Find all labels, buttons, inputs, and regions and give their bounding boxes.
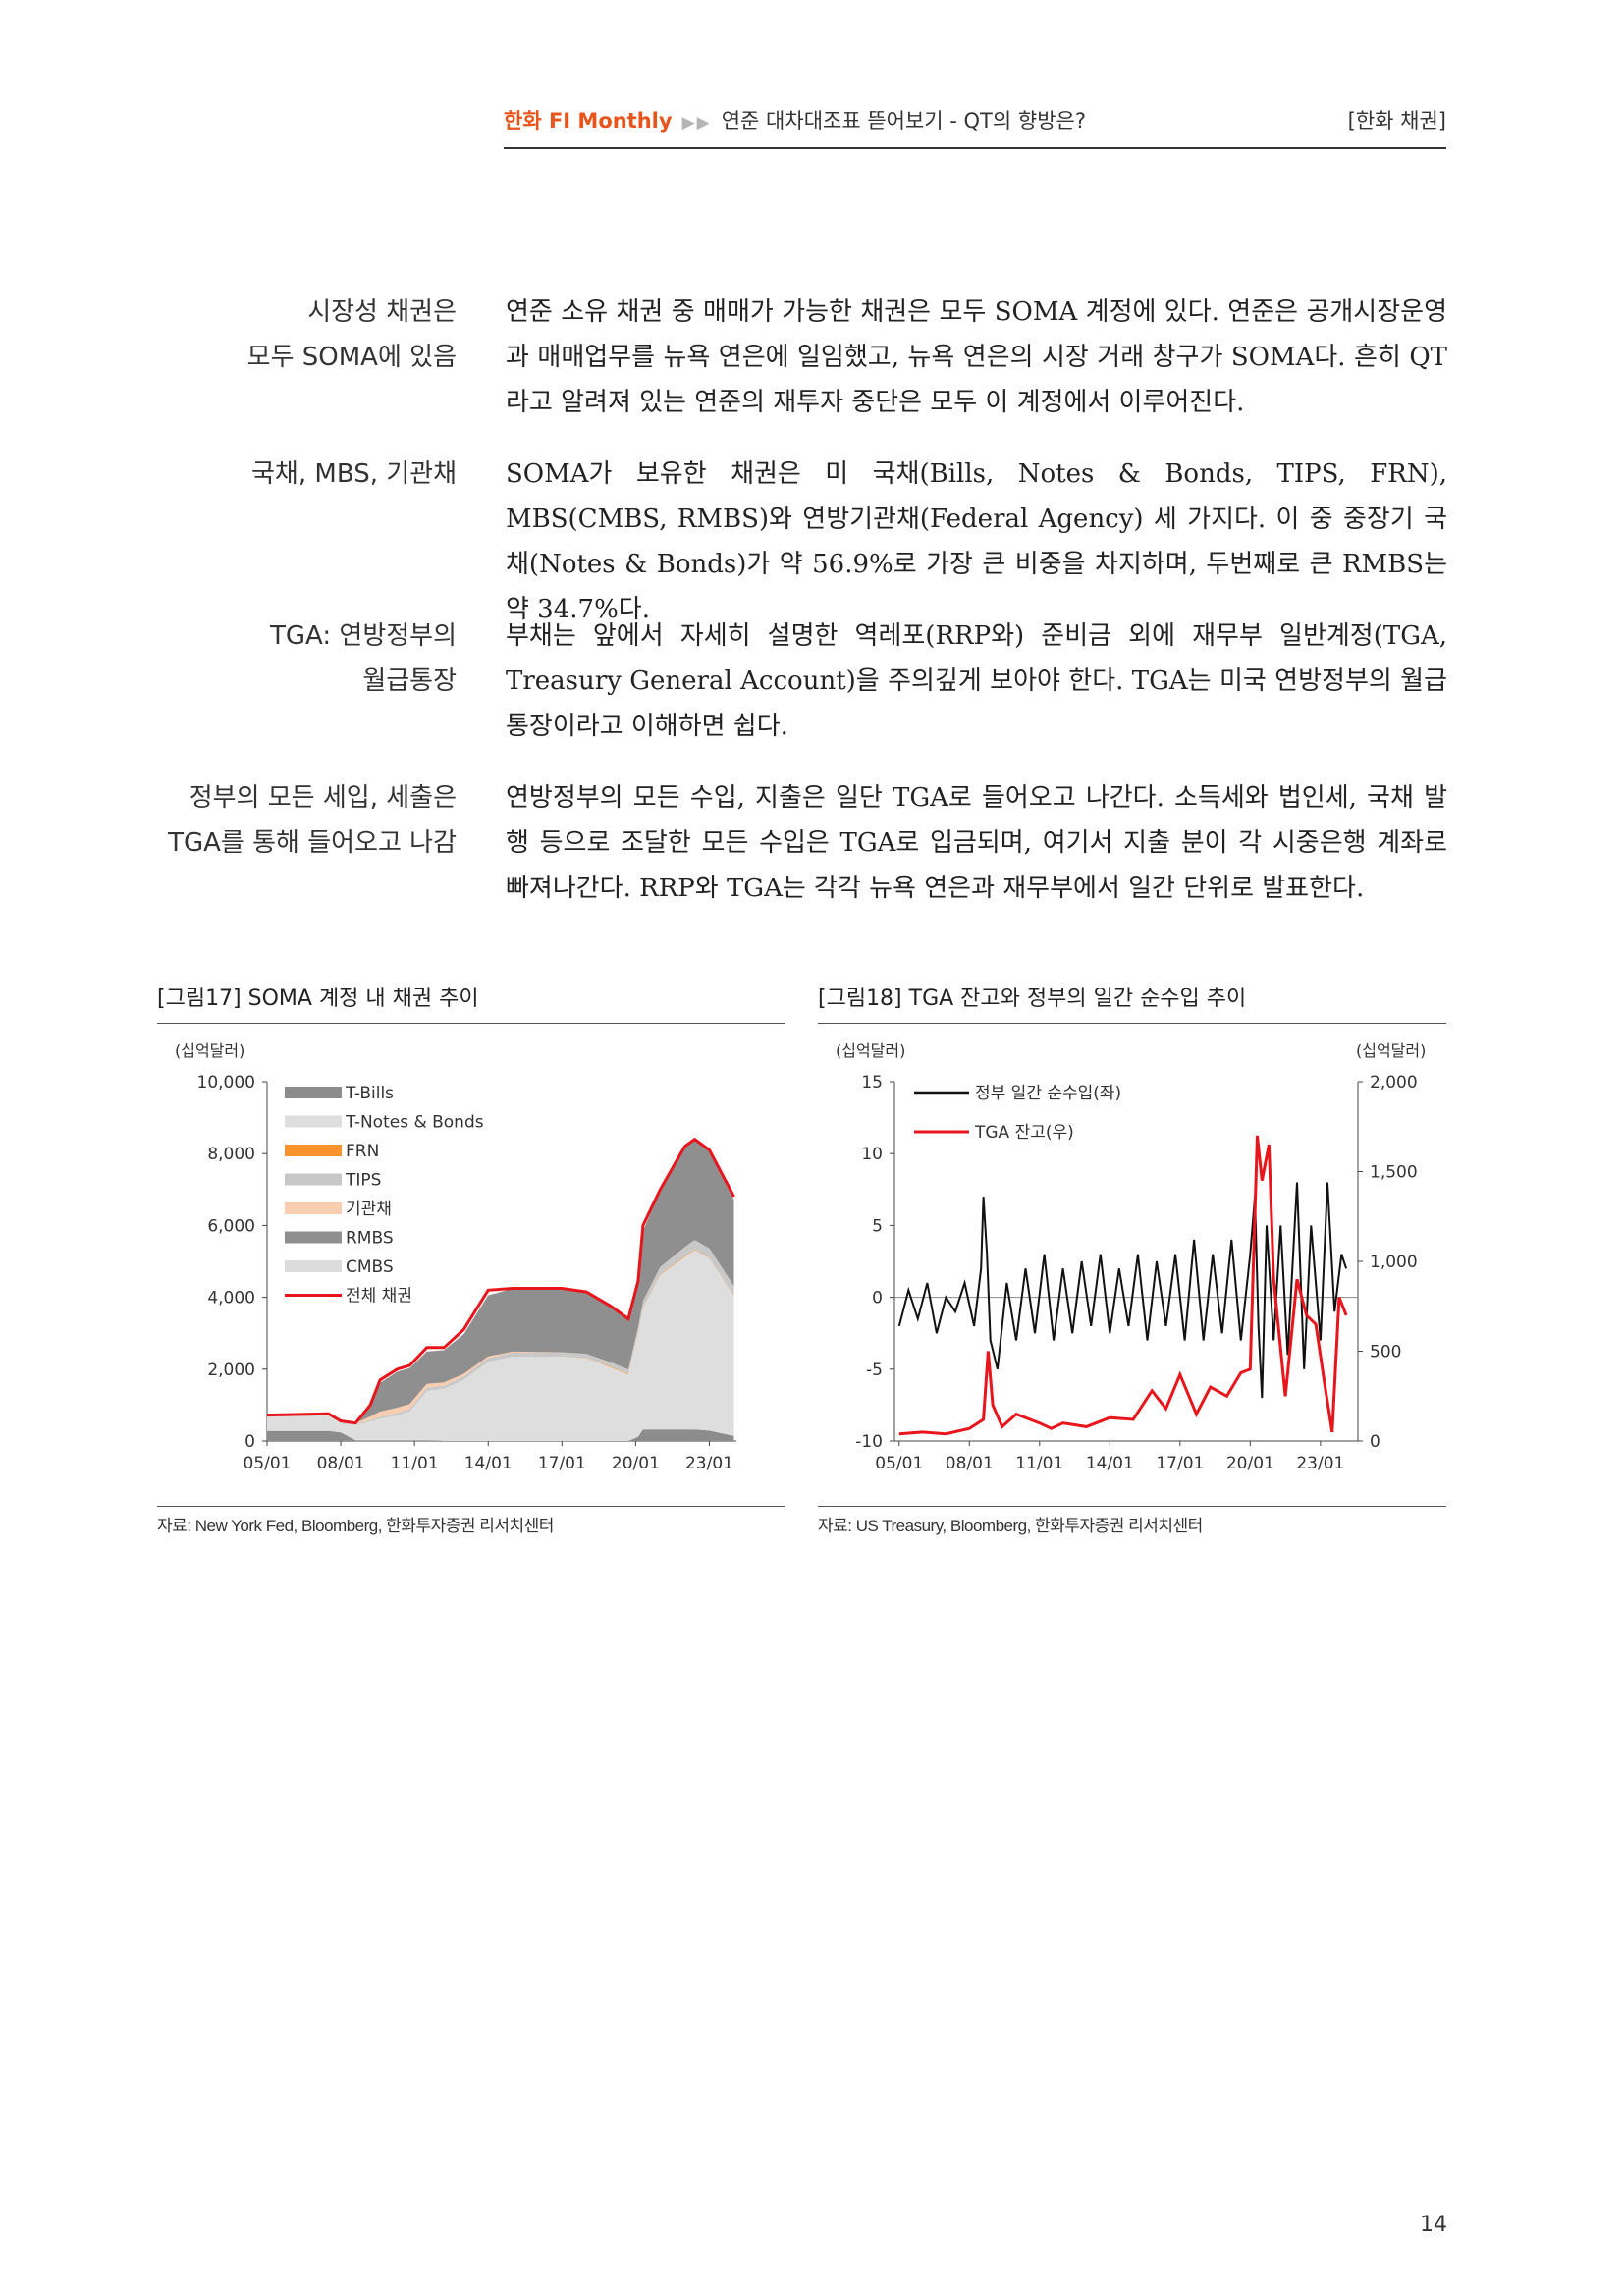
paragraph: 연준 소유 채권 중 매매가 가능한 채권은 모두 SOMA 계정에 있다. 연… — [506, 297, 1447, 417]
x-tick-label: 05/01 — [244, 1454, 292, 1473]
x-tick-label: 17/01 — [1156, 1454, 1204, 1473]
tga-chart: (십억달러) (십억달러) -10 -5 0 5 10 15 0 500 1,000 1,500 2,0… — [836, 1041, 1426, 1473]
legend-swatch — [285, 1173, 342, 1186]
x-tick-label: 11/01 — [1015, 1454, 1063, 1473]
legend-swatch — [285, 1260, 342, 1272]
legend-label: TGA 잔고(우) — [974, 1123, 1074, 1143]
legend-swatch — [285, 1087, 342, 1098]
x-tick-label: 08/01 — [946, 1454, 994, 1473]
right-y-tick-label: 0 — [1370, 1432, 1380, 1452]
legend-swatch — [285, 1145, 342, 1156]
left-y-tick-label: 5 — [872, 1216, 883, 1236]
legend-label: RMBS — [346, 1229, 394, 1249]
side-heading: 시장성 채권은 모두 SOMA에 있음 — [246, 297, 457, 372]
paragraph: 부채는 앞에서 자세히 설명한 역레포(RRP와) 준비금 외에 재무부 일반계… — [506, 621, 1447, 741]
y-tick-label: 10,000 — [197, 1073, 255, 1093]
figure-title: [그림17] SOMA 계정 내 채권 추이 — [157, 980, 785, 1024]
x-tick-label: 23/01 — [1296, 1454, 1344, 1473]
legend-label: CMBS — [346, 1257, 394, 1277]
legend-label: FRN — [346, 1142, 379, 1161]
left-y-tick-label: 0 — [872, 1289, 883, 1308]
x-tick-label: 05/01 — [875, 1454, 923, 1473]
x-tick-label: 20/01 — [1226, 1454, 1274, 1473]
paragraph: SOMA가 보유한 채권은 미 국채(Bills, Notes & Bonds,… — [506, 459, 1447, 624]
x-tick-label: 23/01 — [685, 1454, 733, 1473]
brand-label: 한화 FI Monthly — [504, 109, 673, 133]
right-y-tick-label: 1,500 — [1370, 1163, 1418, 1183]
y-tick-label: 8,000 — [207, 1145, 255, 1164]
line-net-receipts — [897, 1182, 1348, 1399]
x-tick-label: 14/01 — [1086, 1454, 1134, 1473]
figure-source: 자료: New York Fed, Bloomberg, 한화투자증권 리서치센… — [157, 1506, 785, 1540]
report-subtitle: 연준 대차대조표 뜯어보기 - QT의 향방은? — [721, 109, 1086, 133]
area-t-bills — [267, 1429, 734, 1441]
double-arrow-icon: ▶▶ — [681, 113, 712, 133]
paragraph: 연방정부의 모든 수입, 지출은 일단 TGA로 들어오고 나간다. 소득세와 … — [506, 783, 1447, 903]
legend-label: 기관채 — [346, 1200, 392, 1219]
x-tick-label: 08/01 — [317, 1454, 365, 1473]
figure-source: 자료: US Treasury, Bloomberg, 한화투자증권 리서치센터 — [818, 1506, 1446, 1540]
right-y-tick-label: 2,000 — [1370, 1073, 1418, 1093]
x-tick-label: 14/01 — [464, 1454, 513, 1473]
soma-chart: (십억달러) 0 2,000 4,000 6,000 8,000 10,000 05/01 08… — [175, 1041, 736, 1473]
x-tick-label: 20/01 — [612, 1454, 660, 1473]
side-heading: 국채, MBS, 기관채 — [251, 459, 457, 489]
left-y-tick-label: -10 — [855, 1432, 883, 1452]
y-axis-unit: (십억달러) — [175, 1041, 244, 1060]
line-tga-balance — [898, 1135, 1348, 1436]
legend-label: T-Notes & Bonds — [345, 1113, 484, 1133]
legend-swatch — [285, 1231, 342, 1244]
page-number: 14 — [1420, 2213, 1447, 2237]
area-rmbs — [267, 1140, 734, 1423]
legend-label: T-Bills — [345, 1084, 394, 1103]
right-axis-unit: (십억달러) — [1356, 1041, 1426, 1060]
side-heading: 정부의 모든 세입, 세출은 TGA를 통해 들어오고 나감 — [168, 783, 457, 858]
legend-swatch — [285, 1115, 342, 1128]
left-axis-unit: (십억달러) — [836, 1041, 905, 1060]
y-tick-label: 0 — [244, 1432, 255, 1452]
right-y-tick-label: 500 — [1370, 1343, 1401, 1362]
x-tick-label: 11/01 — [391, 1454, 439, 1473]
legend-label: TIPS — [345, 1171, 381, 1191]
figure-title: [그림18] TGA 잔고와 정부의 일간 순수입 추이 — [818, 980, 1446, 1024]
y-tick-label: 6,000 — [207, 1216, 255, 1236]
right-y-tick-label: 1,000 — [1370, 1253, 1418, 1272]
figure-17: [그림17] SOMA 계정 내 채권 추이 (십억달러) 0 2,000 4,000… — [157, 980, 785, 1549]
running-header: 한화 FI Monthly ▶▶ 연준 대차대조표 뜯어보기 - QT의 향방은? … — [504, 98, 1446, 149]
line-total-bonds — [266, 1137, 735, 1425]
y-tick-label: 4,000 — [207, 1289, 255, 1308]
figure-18: [그림18] TGA 잔고와 정부의 일간 순수입 추이 (십억달러) (십억달러… — [818, 980, 1446, 1549]
area-t-notes-bonds — [267, 1250, 734, 1441]
legend-swatch — [285, 1202, 342, 1214]
side-heading: TGA: 연방정부의 월급통장 — [270, 621, 457, 696]
y-tick-label: 2,000 — [207, 1361, 255, 1380]
x-tick-label: 17/01 — [538, 1454, 586, 1473]
left-y-tick-label: 10 — [861, 1145, 883, 1164]
legend-label: 전체 채권 — [346, 1287, 412, 1307]
legend-label: 정부 일간 순수입(좌) — [975, 1084, 1121, 1103]
left-y-tick-label: -5 — [866, 1361, 883, 1380]
category-label: [한화 채권] — [1347, 109, 1446, 133]
left-y-tick-label: 15 — [861, 1073, 883, 1093]
